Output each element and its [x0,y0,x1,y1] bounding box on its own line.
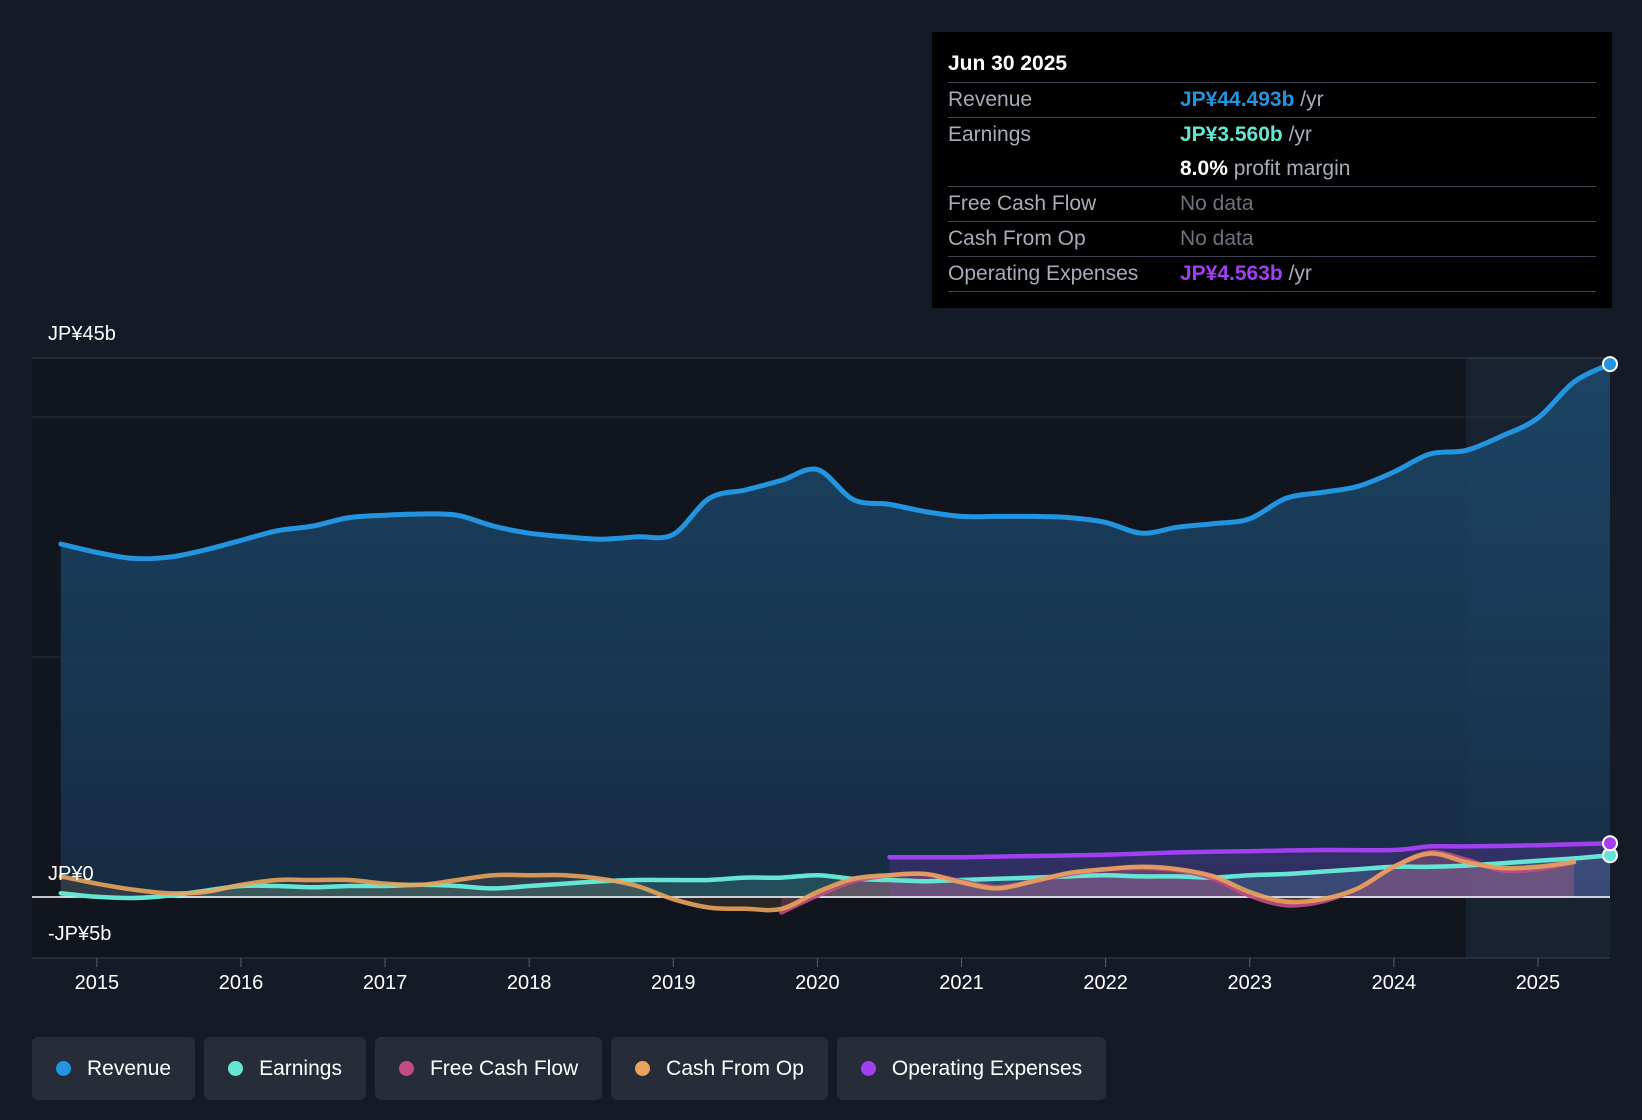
legend-label-revenue: Revenue [87,1056,172,1080]
legend-fcf[interactable]: Free Cash Flow [374,1037,603,1100]
tooltip-row-earnings: Earnings JP¥3.560b /yr [948,118,1596,152]
tooltip-label-revenue: Revenue [948,88,1033,111]
tooltip-value-opex: JP¥4.563b [1180,262,1283,285]
area-revenue [60,364,1610,899]
tooltip-value-margin: 8.0% [1180,157,1228,180]
legend-label-cfo: Cash From Op [666,1056,804,1080]
legend-earnings[interactable]: Earnings [204,1037,366,1100]
legend-cfo[interactable]: Cash From Op [611,1037,828,1100]
legend-dot-earnings-icon [228,1061,244,1076]
tooltip-unit-revenue: /yr [1294,88,1324,111]
tooltip-value-earnings: JP¥3.560b [1180,123,1283,146]
x-tick-label-2022: 2022 [1083,972,1128,994]
x-tick-label-2025: 2025 [1516,972,1561,994]
line-earnings [58,853,1613,901]
tooltip-value-cfo: No data [1180,227,1254,250]
line-cfo [58,851,1577,913]
tooltip-label-earnings: Earnings [948,123,1031,146]
tooltip-label-opex: Operating Expenses [948,262,1139,285]
legend-dot-fcf-icon [398,1061,414,1076]
x-tick-label-2021: 2021 [939,972,984,994]
x-tick-label-2017: 2017 [363,972,408,994]
tooltip-value-fcf: No data [1180,192,1254,215]
tooltip-row-margin: 8.0% profit margin [948,152,1596,187]
endpoint-opex [1602,835,1618,852]
x-tick-label-2018: 2018 [507,972,552,994]
legend-dot-opex-icon [860,1061,876,1076]
tooltip-row-revenue: Revenue JP¥44.493b /yr [948,83,1596,118]
line-opex [887,840,1613,860]
endpoint-revenue [1602,356,1618,373]
tooltip-label-fcf: Free Cash Flow [948,192,1097,215]
legend-opex[interactable]: Operating Expenses [836,1037,1107,1100]
tooltip-row-cfo: Cash From Op No data [948,222,1596,257]
tooltip-row-fcf: Free Cash Flow No data [948,187,1596,222]
legend-label-fcf: Free Cash Flow [429,1056,579,1080]
x-tick-label-2019: 2019 [651,972,696,994]
tooltip-unit-margin: profit margin [1227,157,1351,180]
tooltip-date: Jun 30 2025 [948,46,1596,83]
tooltip-unit-opex: /yr [1282,262,1312,285]
x-tick-label-2023: 2023 [1227,972,1272,994]
legend-dot-cfo-icon [635,1061,651,1076]
legend-revenue[interactable]: Revenue [32,1037,196,1100]
x-tick-label-2020: 2020 [795,972,840,994]
y-label-zero: JP¥0 [48,863,94,885]
legend: Revenue Earnings Free Cash Flow Cash Fro… [32,1037,1107,1100]
tooltip-value-revenue: JP¥44.493b [1180,88,1295,111]
tooltip-row-opex: Operating Expenses JP¥4.563b /yr [948,257,1596,292]
line-revenue [58,361,1613,562]
x-tick-label-2024: 2024 [1372,972,1417,994]
tooltip-label-cfo: Cash From Op [948,227,1086,250]
x-tick-label-2015: 2015 [75,972,120,994]
tooltip-unit-earnings: /yr [1282,123,1312,146]
x-tick-label-2016: 2016 [219,972,264,994]
y-label-top: JP¥45b [48,323,116,345]
y-label-bottom: -JP¥5b [48,923,111,945]
area-cfo [60,853,1574,911]
legend-label-earnings: Earnings [259,1056,342,1080]
legend-label-opex: Operating Expenses [891,1056,1083,1080]
legend-dot-revenue-icon [56,1061,71,1076]
tooltip-panel: Jun 30 2025 Revenue JP¥44.493b /yr Earni… [932,32,1612,308]
